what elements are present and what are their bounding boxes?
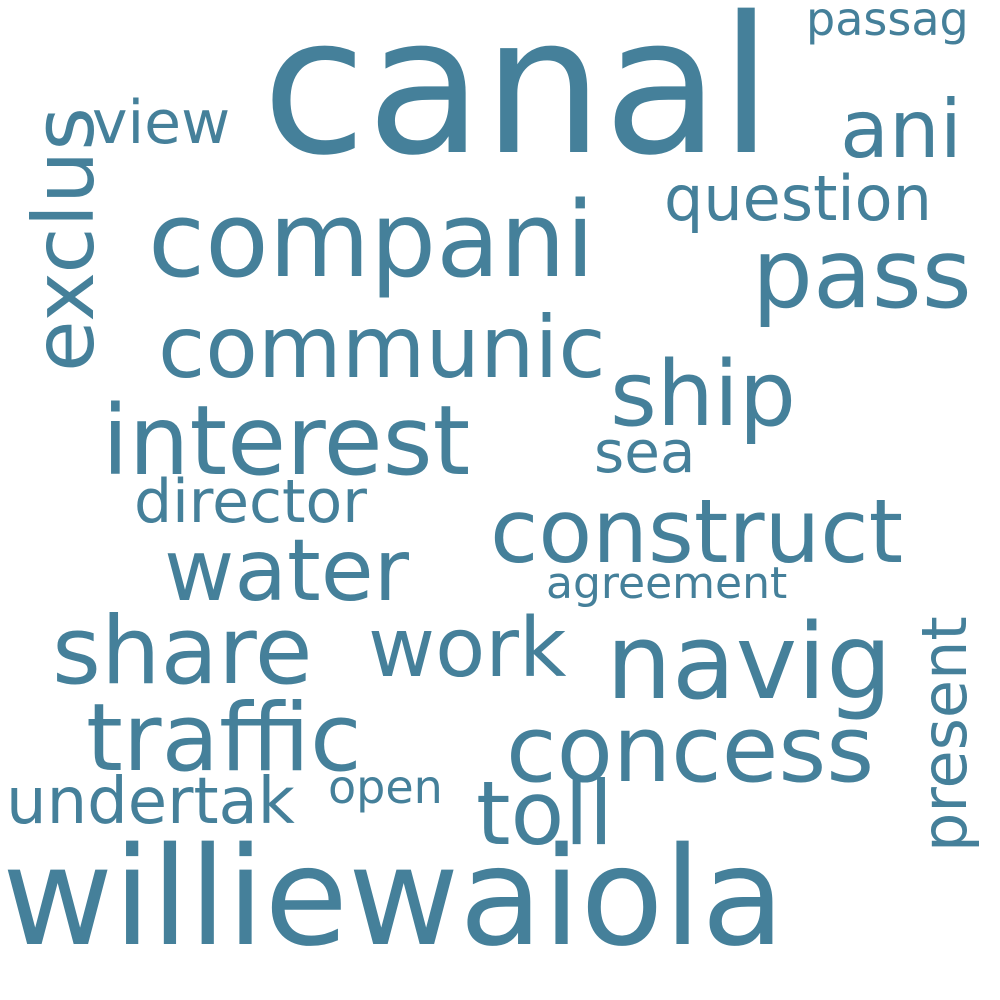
word-compani: compani (148, 179, 595, 301)
word-communic: communic (158, 298, 606, 398)
word-water: water (164, 521, 410, 621)
word-view: view (92, 88, 231, 158)
word-concess: concess (506, 696, 875, 803)
word-ship: ship (610, 342, 797, 447)
word-agreement: agreement (546, 558, 788, 609)
word-present: present (908, 616, 981, 852)
word-ani: ani (840, 83, 962, 176)
word-pass: pass (752, 218, 972, 330)
word-undertak: undertak (6, 765, 295, 839)
word-work: work (368, 601, 567, 696)
word-sea: sea (594, 418, 696, 486)
word-passag: passag (806, 0, 969, 46)
word-toll: toll (476, 762, 614, 865)
word-construct: construct (490, 480, 904, 583)
word-open: open (328, 760, 443, 814)
word-share: share (52, 597, 313, 706)
word-canal: canal (262, 0, 773, 197)
word-director: director (134, 467, 367, 537)
word-williewaiola: williewaiola (2, 819, 785, 977)
word-exclus vert: exclus (15, 107, 113, 372)
word-traffic: traffic (86, 684, 362, 793)
word-interest: interest (102, 385, 471, 497)
word-navig: navig (606, 601, 893, 723)
word-question: question (664, 162, 932, 235)
